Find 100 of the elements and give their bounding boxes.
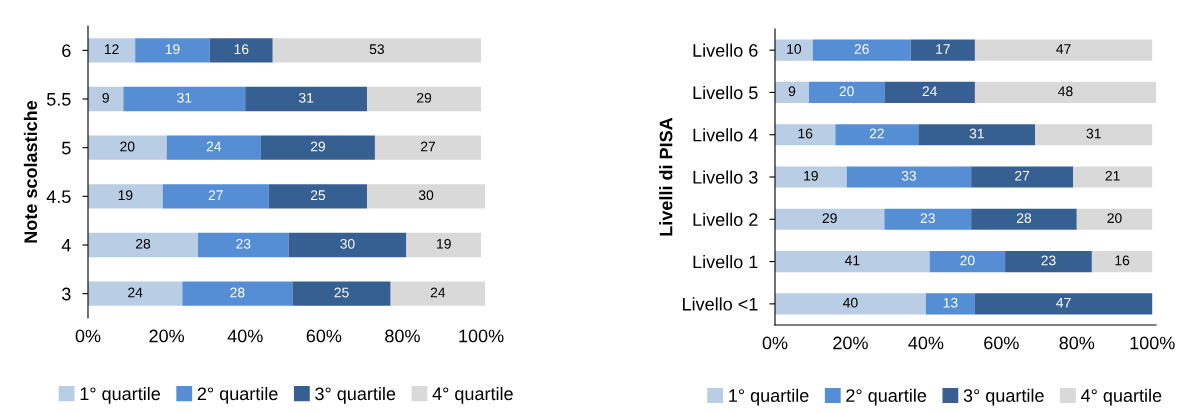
- bar: [925, 293, 975, 315]
- data-label: 22: [869, 128, 884, 139]
- data-label: 16: [234, 44, 249, 55]
- data-label: 25: [310, 190, 326, 201]
- x-tick-label: 60%: [984, 336, 1019, 350]
- y-tick-label: 4.5: [46, 190, 71, 204]
- x-tick-label: 80%: [385, 329, 420, 343]
- data-label: 29: [310, 141, 326, 152]
- x-tick-label: 20%: [833, 336, 868, 350]
- data-label: 16: [798, 128, 813, 139]
- bar: [135, 38, 210, 63]
- data-label: 28: [230, 287, 245, 298]
- bar: [88, 38, 136, 63]
- bar: [268, 184, 368, 209]
- bar: [1005, 251, 1092, 273]
- x-tick-label: 100%: [459, 329, 504, 343]
- bar: [974, 293, 1153, 315]
- data-label: 12: [104, 44, 119, 54]
- data-label: 21: [1105, 170, 1120, 181]
- y-tick-label: 3: [61, 287, 71, 301]
- bar: [884, 208, 972, 230]
- data-label: 26: [854, 44, 869, 54]
- data-label: 27: [208, 190, 223, 200]
- data-label: 24: [206, 141, 222, 152]
- data-label: 24: [922, 86, 937, 97]
- data-label: 9: [102, 92, 109, 103]
- data-label: 31: [177, 92, 192, 103]
- bar: [88, 184, 163, 209]
- data-label: 31: [298, 92, 314, 103]
- bar: [1073, 166, 1153, 188]
- data-label: 10: [787, 44, 802, 54]
- x-tick-label: 0%: [762, 336, 788, 350]
- legend-label: 4° quartile: [432, 386, 513, 404]
- legend-label: 3° quartile: [963, 388, 1044, 406]
- data-label: 27: [1015, 170, 1030, 181]
- bar: [260, 135, 375, 160]
- bar: [245, 86, 368, 112]
- data-label: 30: [340, 238, 355, 249]
- y-tick-label: 5: [62, 141, 71, 155]
- bar: [775, 251, 930, 273]
- y-tick-label: Livello 4: [693, 128, 758, 142]
- bar: [367, 86, 482, 112]
- y-tick-label: 6: [62, 44, 71, 58]
- legend-label: 2° quartile: [846, 388, 927, 406]
- data-label: 47: [1056, 297, 1071, 308]
- y-tick-label: Livello 1: [693, 255, 758, 269]
- data-label: 20: [839, 86, 854, 97]
- bar: [1076, 208, 1153, 230]
- y-tick-label: Livello 5: [693, 85, 758, 100]
- bar: [974, 81, 1156, 103]
- data-label: 16: [1115, 255, 1130, 266]
- data-label: 28: [1016, 213, 1032, 224]
- data-label: 48: [1058, 86, 1073, 97]
- data-label: 20: [960, 255, 975, 266]
- bar: [775, 124, 836, 146]
- bar: [288, 232, 407, 258]
- x-tick-label: 100%: [1130, 336, 1175, 350]
- x-tick-label: 60%: [306, 329, 342, 343]
- bar: [775, 208, 885, 230]
- data-label: 24: [128, 287, 143, 298]
- bar: [123, 86, 246, 112]
- data-label: 41: [844, 255, 860, 266]
- bar: [1035, 124, 1153, 146]
- x-tick-label: 40%: [227, 329, 263, 343]
- bar: [910, 39, 975, 61]
- data-label: 19: [437, 238, 451, 249]
- bar: [775, 293, 926, 315]
- bar: [166, 135, 261, 160]
- data-label: 20: [1107, 213, 1122, 224]
- bar: [918, 124, 1036, 146]
- data-label: 17: [936, 44, 950, 54]
- y-tick-label: Livello <1: [683, 297, 758, 311]
- bar: [884, 81, 975, 103]
- data-label: 47: [1056, 44, 1071, 54]
- legend-label: 1° quartile: [80, 386, 160, 404]
- bar: [390, 281, 485, 306]
- legend-label: 2° quartile: [197, 386, 278, 404]
- bar: [88, 86, 124, 112]
- data-label: 19: [804, 170, 818, 181]
- x-tick-label: 40%: [908, 336, 944, 350]
- x-tick-label: 20%: [149, 329, 185, 343]
- bar: [835, 124, 919, 146]
- bar: [272, 38, 482, 63]
- bar: [292, 281, 391, 306]
- bar: [971, 208, 1077, 230]
- y-axis-title: Note scolastiche: [23, 100, 38, 243]
- data-label: 23: [920, 213, 935, 224]
- data-label: 13: [943, 297, 958, 308]
- y-tick-label: 4: [61, 239, 71, 252]
- y-axis-title: Livelli di PISA: [659, 117, 673, 236]
- data-label: 31: [1086, 128, 1101, 139]
- legend-label: 3° quartile: [315, 386, 396, 404]
- bar: [367, 184, 485, 209]
- bar: [775, 166, 847, 188]
- data-label: 23: [1041, 255, 1056, 266]
- data-label: 53: [369, 44, 385, 55]
- bar: [198, 232, 289, 258]
- data-label: 29: [417, 92, 432, 103]
- data-label: 19: [118, 190, 133, 201]
- bar: [775, 39, 813, 61]
